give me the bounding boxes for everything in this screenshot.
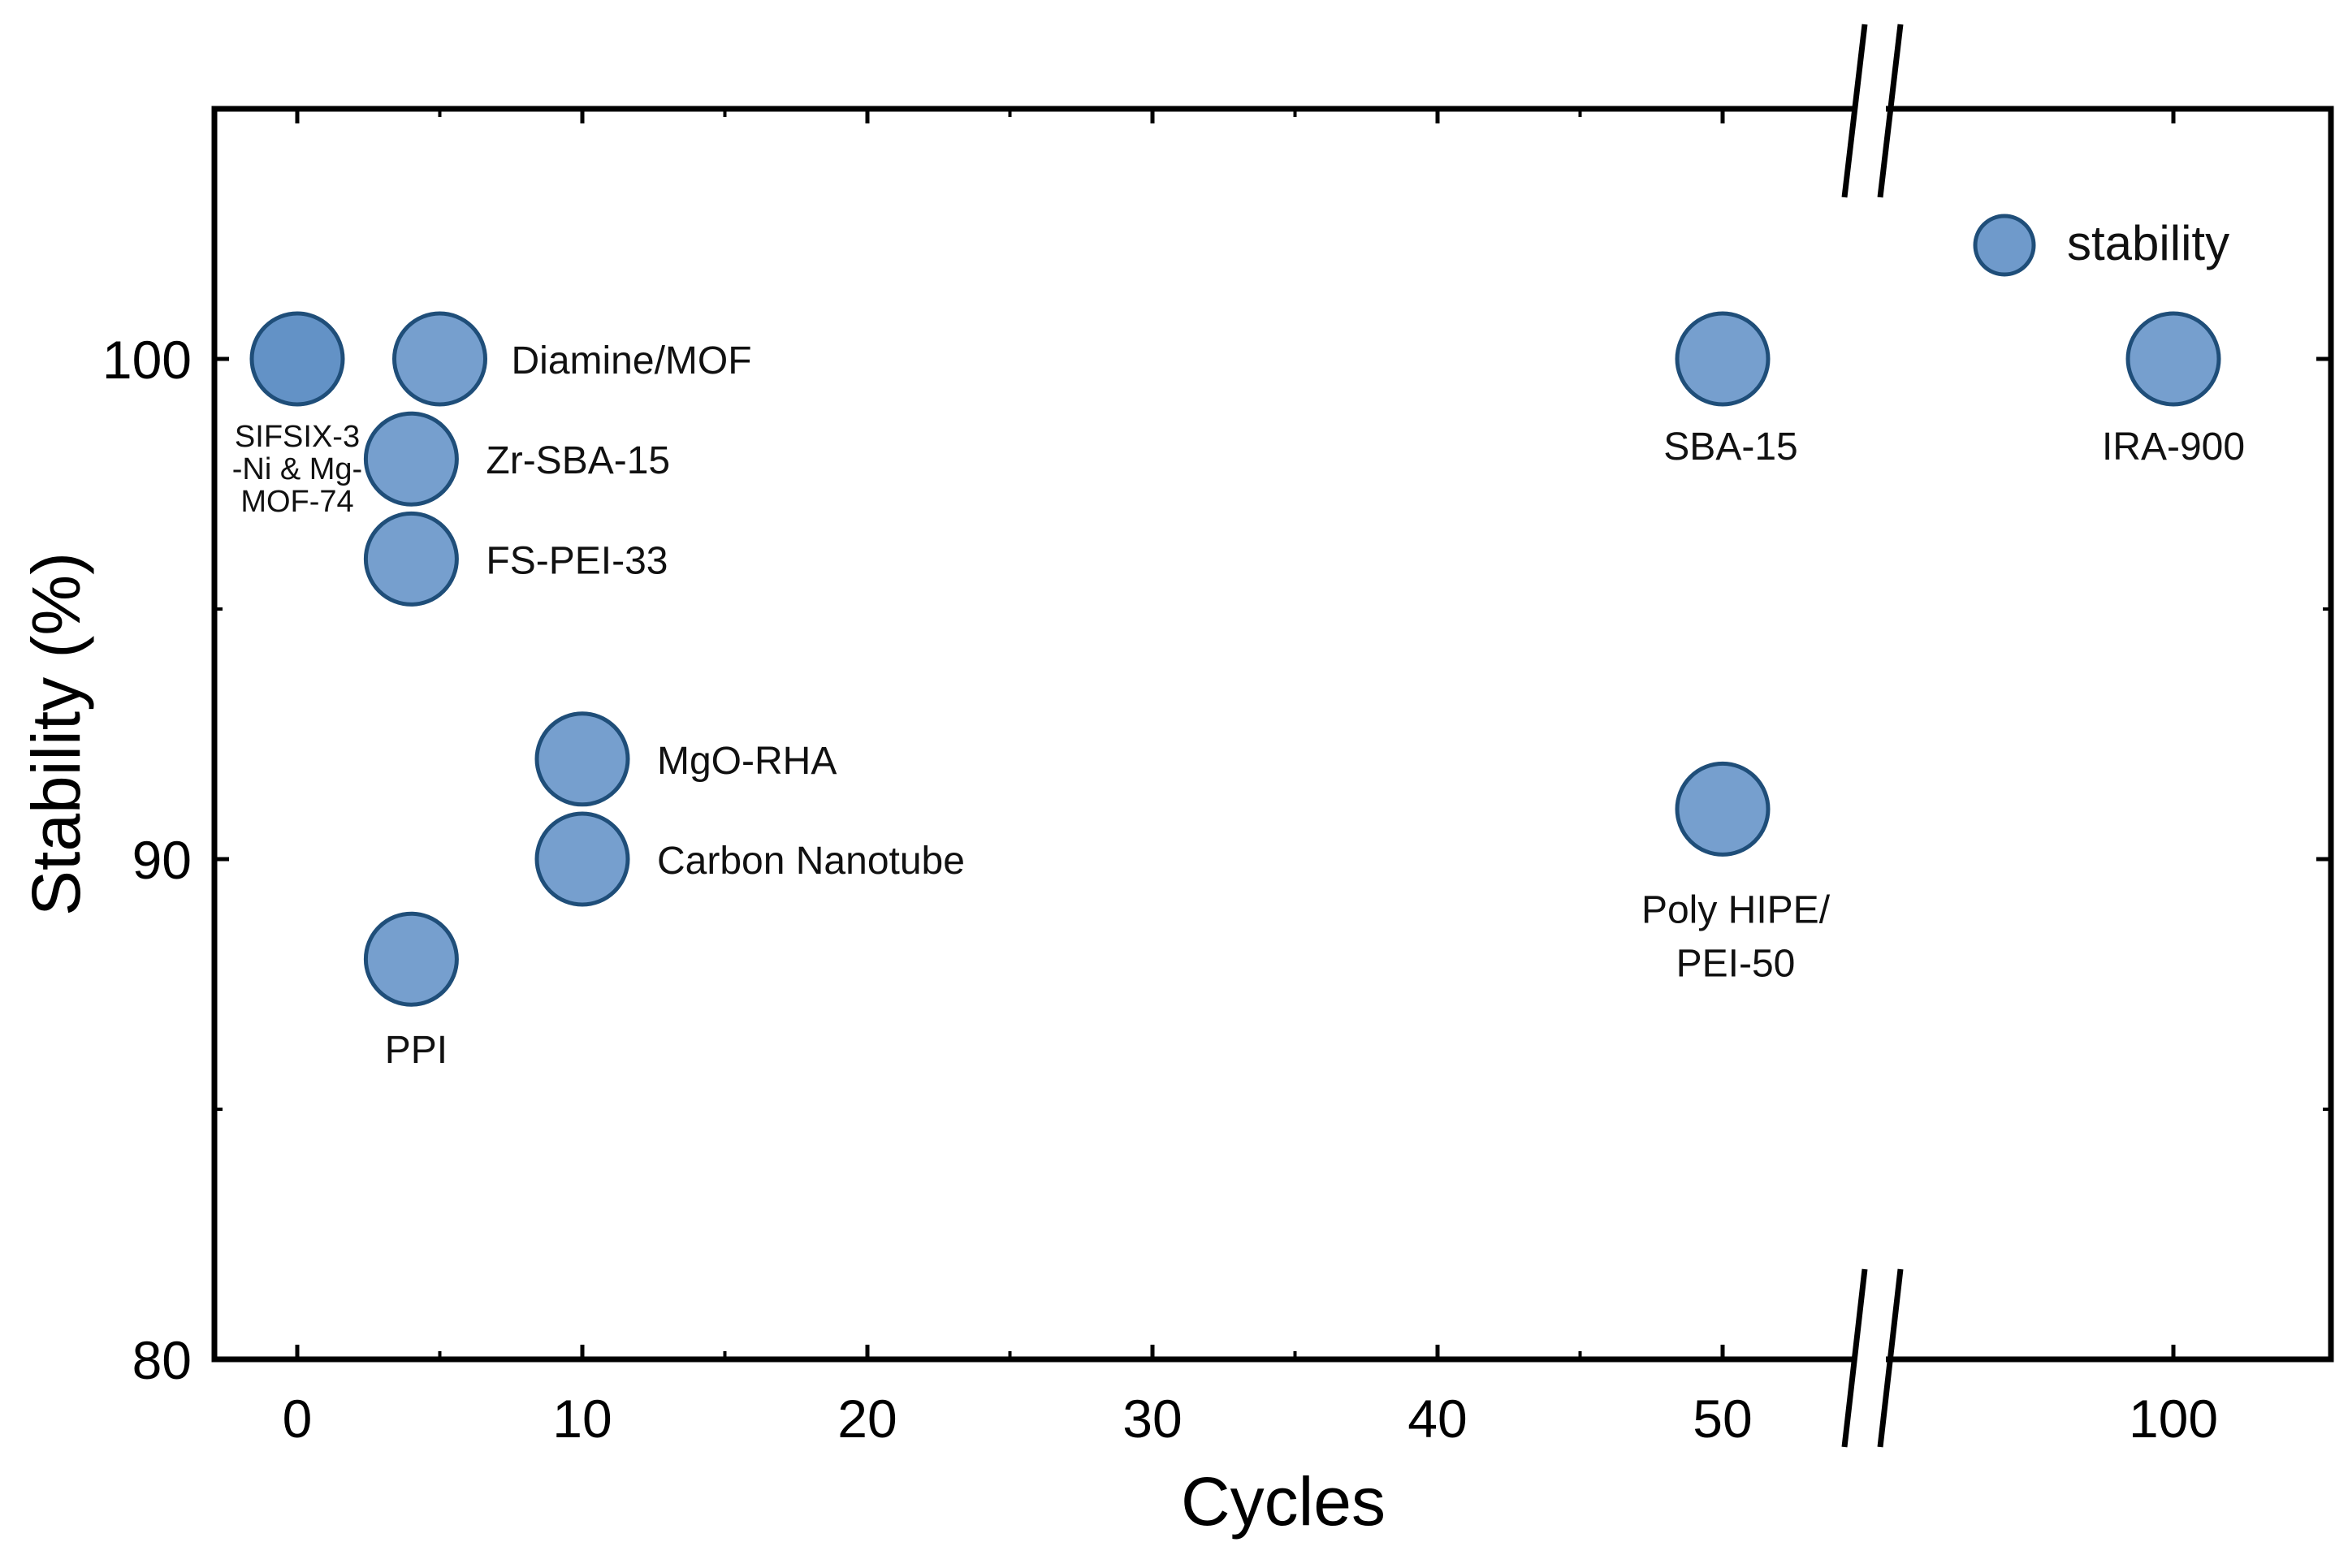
data-point-6	[363, 911, 459, 1007]
x-tick-label-0: 0	[283, 1389, 313, 1449]
data-point-9	[2125, 311, 2221, 407]
point-label-2: Zr-SBA-15	[486, 439, 670, 482]
point-label-0-line-2: MOF-74	[240, 485, 353, 519]
x-tick-label-30: 30	[1122, 1389, 1182, 1449]
point-label-8-line-0: Poly HIPE/	[1641, 888, 1831, 931]
data-point-8	[1675, 761, 1771, 857]
point-label-6-line-0: PPI	[385, 1029, 448, 1072]
legend: stability	[1973, 214, 2229, 277]
data-point-7	[1675, 311, 1771, 407]
point-label-2-line-0: Zr-SBA-15	[486, 439, 670, 482]
point-label-4-line-0: MgO-RHA	[657, 740, 837, 783]
y-tick-label-100: 100	[102, 330, 192, 390]
ticks-layer: 0 10 20 30 40 50 100 80 90 100	[102, 109, 2331, 1449]
data-point-2	[363, 411, 459, 507]
y-tick-label-90: 90	[132, 830, 192, 890]
point-label-1-line-0: Diamine/MOF	[512, 339, 752, 382]
legend-label: stability	[2067, 216, 2229, 270]
axis-break-gap-bottom	[1857, 1346, 1886, 1371]
data-point-5	[534, 811, 630, 907]
point-label-4: MgO-RHA	[657, 740, 837, 783]
axis-break-gap-top	[1857, 97, 1886, 122]
y-tick-label-80: 80	[132, 1330, 192, 1390]
point-label-6: PPI	[385, 1029, 448, 1072]
x-tick-label-20: 20	[837, 1389, 897, 1449]
data-point-3	[363, 511, 459, 607]
point-label-9: IRA-900	[2102, 425, 2245, 469]
y-axis-title: Stability (%)	[18, 552, 94, 916]
point-label-8-line-1: PEI-50	[1676, 942, 1796, 985]
point-label-7-line-0: SBA-15	[1663, 425, 1797, 469]
axis-break-mark-bottom-1	[1841, 1268, 1868, 1448]
labels-layer: SIFSIX-3 -Ni & Mg-MOF-74 Diamine/MOF Zr-SBA…	[232, 339, 2245, 1072]
point-label-3-line-0: FS-PEI-33	[486, 539, 668, 582]
point-label-5: Carbon Nanotube	[657, 840, 965, 883]
point-label-0-line-0: SIFSIX-3	[235, 420, 360, 454]
x-tick-label-40: 40	[1408, 1389, 1467, 1449]
axis-break-mark-bottom-2	[1877, 1268, 1904, 1448]
data-point-1	[392, 311, 487, 407]
point-label-3: FS-PEI-33	[486, 539, 668, 582]
x-tick-label-100: 100	[2129, 1389, 2218, 1449]
point-label-9-line-0: IRA-900	[2102, 425, 2245, 469]
plot-frame	[211, 106, 2334, 1363]
legend-marker	[1973, 214, 2036, 277]
point-label-0-line-1: -Ni & Mg-	[232, 452, 362, 486]
point-label-1: Diamine/MOF	[512, 339, 752, 382]
data-point-0	[249, 311, 345, 407]
axis-break-mark-top-2	[1877, 24, 1904, 198]
point-label-7: SBA-15	[1663, 425, 1797, 469]
point-label-0: SIFSIX-3 -Ni & Mg-MOF-74	[232, 420, 362, 519]
axis-break-mark-top-1	[1841, 24, 1868, 198]
x-axis-title: Cycles	[1181, 1463, 1386, 1540]
x-tick-label-50: 50	[1693, 1389, 1752, 1449]
points-layer	[249, 311, 2221, 1007]
data-point-4	[534, 711, 630, 807]
point-label-5-line-0: Carbon Nanotube	[657, 840, 965, 883]
x-tick-label-10: 10	[552, 1389, 612, 1449]
point-label-8: Poly HIPE/PEI-50	[1641, 888, 1831, 985]
